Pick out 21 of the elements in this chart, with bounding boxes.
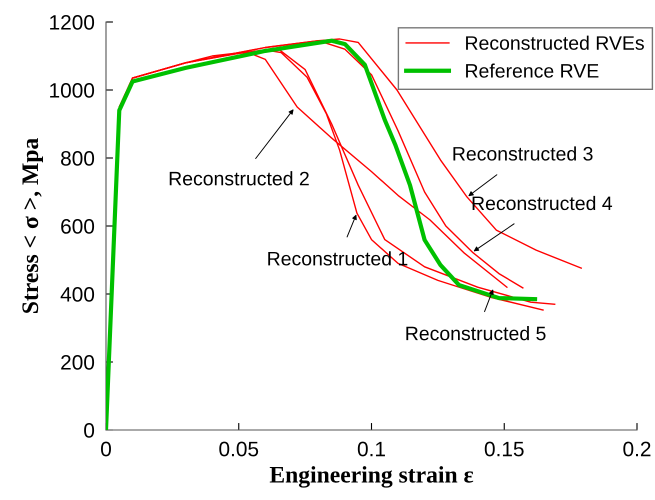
x-tick-label: 0.15 — [484, 442, 524, 456]
legend-label: Reference RVE — [466, 63, 598, 78]
x-tick-label: 0.05 — [219, 442, 258, 456]
annotation: Reconstructed 5 — [406, 326, 546, 340]
y-tick-label: 800 — [61, 151, 94, 166]
x-axis-title: Engineering strain ε — [270, 466, 474, 488]
y-axis-title: Stress < σ >, Mpa — [22, 138, 43, 313]
legend-label: Reconstructed RVEs — [466, 36, 644, 50]
y-tick-label: 200 — [61, 355, 94, 370]
y-tick-label: 0 — [84, 423, 94, 438]
y-tick-label: 1000 — [50, 83, 94, 98]
annotation: Reconstructed 3 — [453, 146, 593, 161]
annotation: Reconstructed 1 — [268, 251, 408, 266]
y-tick-label: 1200 — [50, 15, 94, 30]
x-tick-label: 0 — [101, 442, 111, 456]
y-tick-label: 600 — [61, 219, 94, 234]
x-tick-label: 0.2 — [623, 442, 650, 456]
y-tick-label: 400 — [60, 287, 94, 302]
annotation: Reconstructed 4 — [472, 196, 612, 210]
annotation: Reconstructed 2 — [170, 171, 309, 186]
x-tick-label: 0.1 — [358, 442, 385, 456]
